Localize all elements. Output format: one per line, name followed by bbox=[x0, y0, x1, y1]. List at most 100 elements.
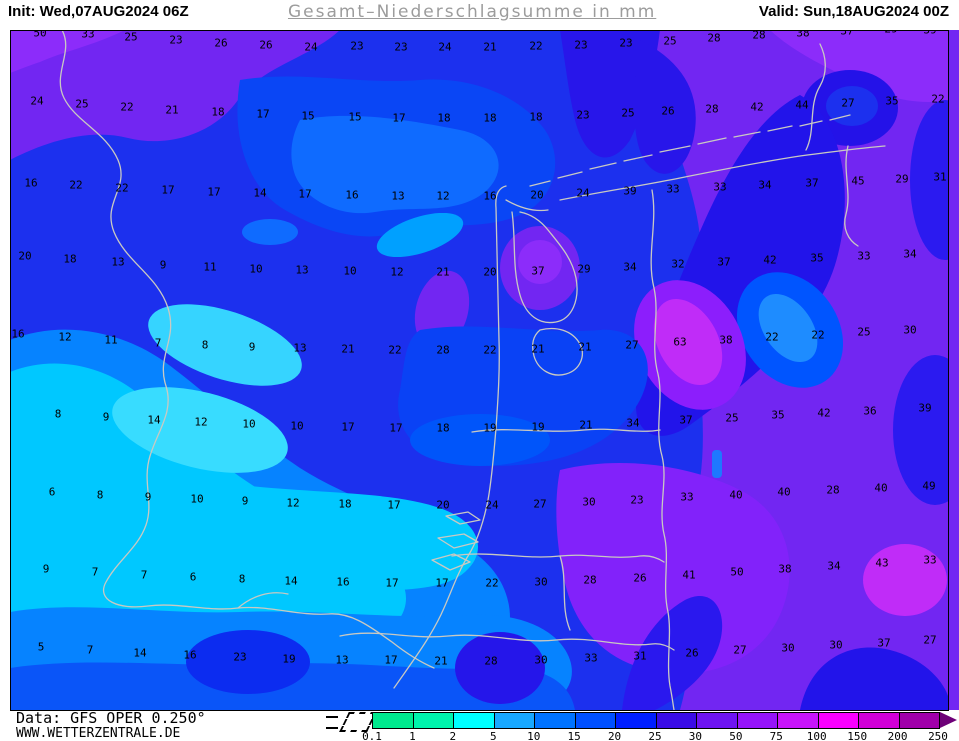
precip-value: 34 bbox=[827, 559, 841, 573]
colorbar-segment bbox=[817, 713, 858, 728]
precip-value: 10 bbox=[290, 419, 304, 433]
precip-value: 21 bbox=[483, 40, 497, 54]
colorbar-tick-label: 1 bbox=[409, 730, 416, 741]
colorbar-tick-label: 200 bbox=[887, 730, 908, 741]
colorbar-segment bbox=[777, 713, 818, 728]
precip-value: 13 bbox=[111, 255, 125, 269]
precip-value: 23 bbox=[350, 39, 364, 53]
precip-value: 24 bbox=[485, 498, 499, 512]
precip-value: 50 bbox=[33, 30, 47, 40]
precip-value: 33 bbox=[666, 182, 680, 196]
precip-value: 40 bbox=[874, 481, 888, 495]
precip-value: 28 bbox=[826, 483, 840, 497]
precip-value: 12 bbox=[390, 265, 404, 279]
precip-value: 5 bbox=[37, 640, 45, 654]
precip-value: 33 bbox=[713, 180, 727, 194]
precip-value: 7 bbox=[86, 643, 94, 657]
precip-value: 21 bbox=[531, 342, 545, 356]
map-edge-strip bbox=[948, 30, 959, 710]
precip-value: 33 bbox=[857, 249, 871, 263]
precip-value: 29 bbox=[895, 172, 909, 186]
precip-value: 33 bbox=[584, 651, 598, 665]
precip-value: 22 bbox=[529, 39, 543, 53]
valid-time-label: Valid: Sun,18AUG2024 00Z bbox=[758, 3, 949, 20]
precip-value: 21 bbox=[578, 340, 592, 354]
precip-value: 34 bbox=[903, 247, 917, 261]
precip-value: 15 bbox=[301, 109, 315, 123]
precip-value: 13 bbox=[391, 189, 405, 203]
precip-value: 23 bbox=[169, 33, 183, 47]
precip-value: 49 bbox=[922, 479, 936, 493]
precip-value: 30 bbox=[582, 495, 596, 509]
precip-value: 22 bbox=[69, 178, 83, 192]
precipitation-map: 50 33 25 23 26 26 24 23 23 24 21 22 23 23 25 28 28 38 37 29… bbox=[10, 30, 949, 711]
colorbar-tick-label: 250 bbox=[928, 730, 948, 741]
precip-value: 29 bbox=[884, 31, 897, 36]
precip-value: 22 bbox=[483, 343, 497, 357]
precip-value: 38 bbox=[778, 562, 792, 576]
precip-value: 15 bbox=[348, 110, 362, 124]
colorbar-tick-label: 150 bbox=[847, 730, 868, 741]
precip-value: 30 bbox=[903, 323, 917, 337]
precip-colorbar bbox=[372, 712, 940, 729]
precip-value: 7 bbox=[154, 336, 162, 350]
precip-value: 19 bbox=[483, 421, 497, 435]
precip-value: 16 bbox=[336, 575, 350, 589]
precip-value: 23 bbox=[574, 38, 588, 52]
precip-value: 9 bbox=[241, 494, 249, 508]
precip-value: 6 bbox=[48, 485, 56, 499]
precip-value: 25 bbox=[663, 34, 677, 48]
precip-value: 17 bbox=[385, 576, 399, 590]
precip-value: 42 bbox=[817, 406, 831, 420]
precip-value: 12 bbox=[58, 330, 72, 344]
colorbar-tick-label: 5 bbox=[489, 730, 497, 741]
precip-value: 20 bbox=[483, 265, 497, 279]
precip-value: 18 bbox=[437, 111, 451, 125]
init-time-label: Init: Wed,07AUG2024 06Z bbox=[8, 3, 189, 20]
precip-value: 16 bbox=[483, 189, 497, 203]
precip-value: 22 bbox=[811, 328, 825, 342]
precip-value: 30 bbox=[829, 638, 843, 652]
precip-value: 18 bbox=[63, 252, 77, 266]
precip-value: 39 bbox=[918, 401, 932, 415]
precip-value: 37 bbox=[717, 255, 731, 269]
precip-value: 45 bbox=[851, 174, 865, 188]
precip-value: 31 bbox=[933, 170, 947, 184]
precip-value: 22 bbox=[485, 576, 499, 590]
precip-value: 28 bbox=[436, 343, 450, 357]
colorbar-segment bbox=[373, 713, 413, 728]
precip-value: 20 bbox=[436, 498, 450, 512]
precip-value: 16 bbox=[11, 327, 25, 341]
precip-value: 35 bbox=[885, 94, 899, 108]
precip-value: 21 bbox=[436, 265, 450, 279]
precip-value: 23 bbox=[233, 650, 247, 664]
colorbar-segment bbox=[453, 713, 494, 728]
precip-value: 8 bbox=[54, 407, 62, 421]
precip-value: 27 bbox=[841, 96, 855, 110]
precip-value: 37 bbox=[805, 176, 819, 190]
precip-value: 37 bbox=[840, 30, 854, 38]
precip-value: 17 bbox=[256, 107, 270, 121]
precip-value: 42 bbox=[763, 253, 777, 267]
precip-value: 12 bbox=[286, 496, 300, 510]
precip-value: 17 bbox=[389, 421, 403, 435]
precip-value: 17 bbox=[387, 498, 401, 512]
precip-value: 17 bbox=[392, 111, 406, 125]
precip-value: 34 bbox=[758, 178, 772, 192]
precip-value: 17 bbox=[298, 187, 312, 201]
precip-value: 32 bbox=[671, 257, 685, 271]
precip-value: 26 bbox=[633, 571, 647, 585]
colorbar-tick-label: 15 bbox=[567, 730, 581, 741]
precip-value: 12 bbox=[194, 415, 208, 429]
precip-value: 9 bbox=[159, 258, 167, 272]
precip-value: 39 bbox=[623, 184, 637, 198]
colorbar-tick-label: 10 bbox=[527, 730, 541, 741]
precip-value: 19 bbox=[282, 652, 296, 666]
colorbar-segment bbox=[412, 713, 453, 728]
precip-value: 13 bbox=[295, 263, 309, 277]
colorbar-tick-label: 25 bbox=[648, 730, 662, 741]
precip-value: 13 bbox=[335, 653, 349, 667]
precip-value: 33 bbox=[923, 553, 937, 567]
precip-value: 35 bbox=[810, 251, 824, 265]
